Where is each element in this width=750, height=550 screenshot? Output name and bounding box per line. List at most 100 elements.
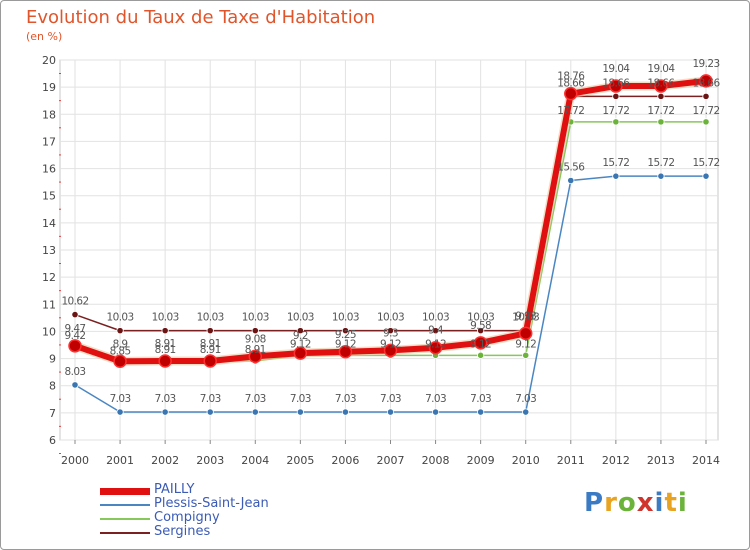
y-tick-label: 19 — [42, 81, 56, 94]
data-label: 7.03 — [155, 393, 176, 405]
data-point — [296, 408, 304, 416]
data-point — [702, 92, 710, 100]
data-label: 17.72 — [557, 105, 584, 117]
data-label: 10.03 — [287, 312, 314, 324]
data-label: 9.3 — [383, 327, 398, 339]
x-tick-label: 2004 — [241, 454, 269, 467]
data-point — [116, 327, 124, 335]
data-point — [477, 327, 485, 335]
data-label: 9.12 — [290, 338, 311, 350]
data-label: 9.12 — [335, 338, 356, 350]
data-point — [564, 86, 578, 101]
legend-item: PAILLY — [100, 482, 420, 498]
x-tick-label: 2009 — [467, 454, 495, 467]
data-label: 9.12 — [470, 338, 491, 350]
legend-item: Plessis-Saint-Jean — [100, 496, 420, 512]
x-tick-label: 2012 — [602, 454, 630, 467]
x-tick-label: 2008 — [422, 454, 450, 467]
x-tick-label: 2013 — [647, 454, 675, 467]
data-label: 7.03 — [425, 393, 446, 405]
data-point — [428, 340, 443, 355]
data-point — [431, 327, 440, 335]
data-point — [206, 327, 214, 335]
data-label: 18.66 — [557, 77, 585, 89]
data-point — [293, 346, 308, 360]
data-label: 8.85 — [110, 346, 131, 358]
data-label: 9.12 — [425, 338, 446, 350]
brand-letter: x — [636, 488, 655, 518]
data-label: 9.12 — [380, 338, 401, 350]
data-point — [518, 326, 533, 341]
y-tick-label: 11 — [42, 298, 56, 311]
x-tick-label: 2001 — [106, 454, 134, 467]
data-point — [386, 327, 395, 335]
brand-letter: i — [654, 488, 665, 518]
x-tick-label: 2007 — [377, 454, 405, 467]
data-label: 9.47 — [65, 323, 86, 335]
y-tick-label: 18 — [42, 108, 56, 121]
brand-letter: r — [604, 488, 618, 518]
y-tick-label: 17 — [42, 135, 56, 148]
y-tick-label: 8 — [49, 380, 56, 393]
data-label: 7.03 — [245, 393, 266, 405]
data-label: 9.4 — [428, 325, 444, 337]
data-point — [657, 92, 665, 100]
chart-title: Evolution du Taux de Taxe d'Habitation — [26, 7, 376, 28]
y-tick-label: 20 — [42, 54, 56, 67]
data-label: 18.66 — [602, 77, 630, 89]
data-point — [477, 351, 485, 359]
data-point — [71, 381, 79, 389]
data-point — [612, 92, 620, 100]
y-tick-label: 7 — [49, 407, 56, 420]
data-label: 7.03 — [515, 393, 536, 405]
brand-letter: o — [617, 488, 637, 518]
data-point — [522, 408, 530, 416]
data-label: 10.03 — [422, 312, 449, 324]
data-label: 9.12 — [515, 338, 536, 350]
data-point — [473, 336, 488, 350]
data-point — [296, 327, 304, 335]
data-label: 18.66 — [692, 77, 720, 89]
x-tick-label: 2003 — [196, 454, 224, 467]
data-point — [522, 351, 530, 359]
data-point — [612, 172, 620, 180]
data-label: 8.91 — [155, 344, 176, 356]
x-tick-label: 2000 — [61, 454, 89, 467]
data-label: 10.03 — [332, 312, 359, 324]
data-label: 7.03 — [290, 393, 311, 405]
data-point — [657, 118, 665, 126]
data-label: 8.9 — [113, 338, 128, 350]
data-label: 8.91 — [200, 338, 221, 350]
data-label: 10.03 — [107, 312, 134, 324]
data-label: 9.25 — [335, 329, 356, 341]
data-point — [699, 74, 713, 88]
data-point — [248, 349, 263, 364]
brand-letter: P — [584, 488, 605, 518]
data-label: 17.72 — [692, 105, 719, 117]
data-label: 8.03 — [65, 366, 86, 378]
x-tick-label: 2006 — [331, 454, 359, 467]
data-label: 10.62 — [61, 296, 88, 308]
data-label: 9.42 — [65, 330, 86, 342]
x-tick-label: 2014 — [692, 454, 720, 467]
chart-legend: PAILLY Plessis-Saint-Jean Compigny Sergines — [100, 482, 420, 540]
data-point — [702, 172, 710, 180]
data-label: 7.03 — [380, 393, 401, 405]
data-point — [386, 408, 395, 416]
data-label: 8.91 — [155, 338, 176, 350]
data-label: 7.03 — [335, 393, 356, 405]
data-label: 15.72 — [692, 157, 719, 169]
data-label: 9.93 — [515, 310, 536, 322]
brand-letter: t — [664, 488, 678, 518]
data-label: 18.76 — [557, 71, 585, 83]
data-label: 7.03 — [110, 393, 131, 405]
data-label: 7.03 — [470, 393, 491, 405]
y-tick-label: 10 — [42, 325, 56, 338]
data-point — [161, 408, 169, 416]
data-label: 10.03 — [467, 312, 494, 324]
data-point — [338, 345, 353, 359]
data-label: 19.04 — [647, 63, 675, 75]
data-point — [702, 118, 710, 126]
x-tick-label: 2005 — [286, 454, 314, 467]
